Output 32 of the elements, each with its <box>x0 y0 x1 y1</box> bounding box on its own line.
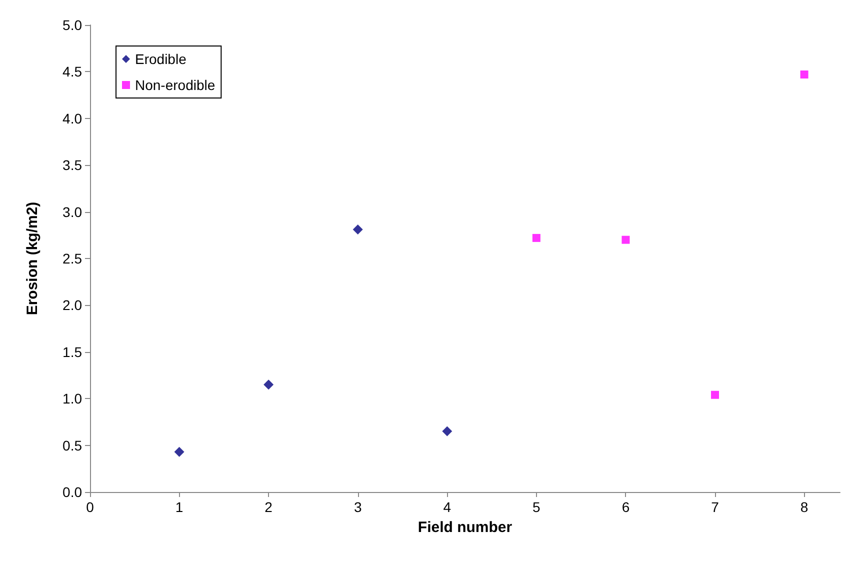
legend-label: Erodible <box>135 51 187 67</box>
y-axis-title: Erosion (kg/m2) <box>24 202 41 316</box>
y-tick-label: 0.5 <box>62 437 82 454</box>
x-tick-label: 5 <box>532 499 541 515</box>
x-axis-title: Field number <box>418 519 512 536</box>
y-tick-label: 4.0 <box>62 110 82 126</box>
x-tick-label: 1 <box>175 499 184 515</box>
y-tick-label: 1.0 <box>62 390 82 407</box>
y-tick-label: 3.0 <box>62 204 82 220</box>
x-tick-label: 6 <box>622 499 630 515</box>
y-tick-label: 2.5 <box>62 250 82 266</box>
y-tick-label: 2.0 <box>62 297 82 314</box>
x-tick-label: 3 <box>354 499 362 515</box>
point <box>352 224 363 235</box>
y-tick-label: 5.0 <box>62 17 82 33</box>
x-tick-label: 4 <box>443 499 452 515</box>
point <box>622 236 630 244</box>
x-tick-label: 7 <box>711 499 720 515</box>
point <box>532 234 540 242</box>
y-tick-label: 1.5 <box>62 344 82 360</box>
x-tick-label: 0 <box>86 499 94 515</box>
y-tick-label: 0.0 <box>62 484 82 500</box>
y-tick-label: 4.5 <box>62 64 82 80</box>
point <box>174 446 184 457</box>
x-tick-label: 2 <box>264 499 273 515</box>
y-tick-label: 3.5 <box>62 157 82 174</box>
point <box>800 70 808 78</box>
point <box>264 380 274 390</box>
point <box>711 390 719 399</box>
x-tick-label: 8 <box>800 499 808 515</box>
legend-label: Non-erodible <box>135 77 216 93</box>
point <box>442 426 452 436</box>
